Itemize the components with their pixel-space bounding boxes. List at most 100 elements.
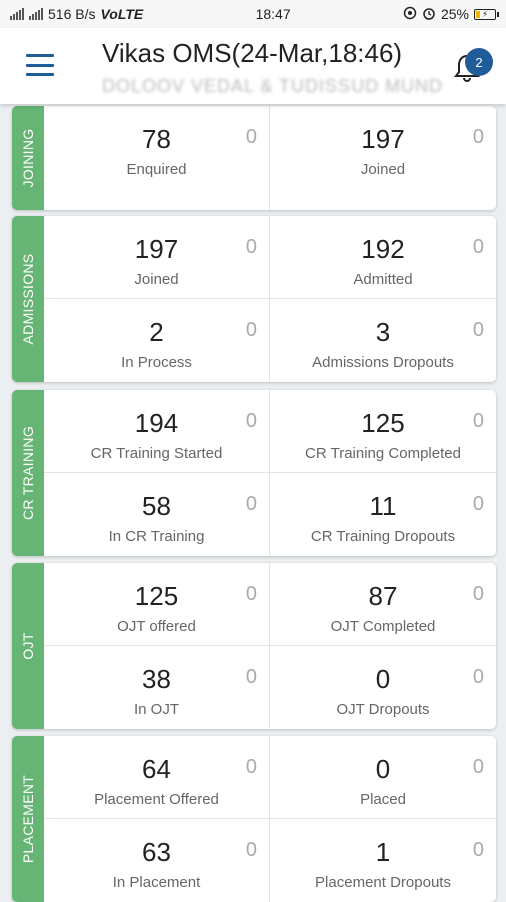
stat-side-count: 0 — [245, 493, 257, 515]
stat-side-count: 0 — [472, 126, 484, 148]
section-title: CR TRAINING — [20, 425, 36, 521]
stat-value: 125 — [134, 581, 179, 611]
section-placement: PLACEMENT 64 Placement Offered 0 0 Placed 0 63 I… — [12, 736, 496, 902]
section-title: JOINING — [20, 128, 36, 188]
stat-value: 3 — [375, 317, 391, 347]
stat-card[interactable]: 38 In OJT 0 — [44, 646, 270, 729]
stat-label: In OJT — [133, 701, 179, 718]
stat-side-count: 0 — [245, 839, 257, 861]
section-tab: OJT — [12, 563, 44, 729]
page-subtitle: DOLOOV VEDAL & TUDISSUD MUND — [102, 76, 444, 96]
stat-value: 197 — [134, 234, 179, 264]
section-ojt: OJT 125 OJT offered 0 87 OJT Completed 0 38 In O… — [12, 563, 496, 729]
stat-card[interactable]: 192 Admitted 0 — [270, 216, 496, 299]
network-speed: 516 B/s — [48, 6, 96, 22]
stat-value: 197 — [361, 124, 405, 154]
section-title: OJT — [20, 632, 36, 660]
section-tab: PLACEMENT — [12, 736, 44, 902]
stat-value: 38 — [142, 664, 171, 694]
section-tab: CR TRAINING — [12, 390, 44, 556]
stat-label: CR Training Dropouts — [310, 528, 456, 545]
section-tab: JOINING — [12, 106, 44, 210]
volte-indicator: VoLTE — [100, 6, 144, 22]
stat-card[interactable]: 197 Joined 0 — [44, 216, 270, 299]
stat-label: Placement Dropouts — [315, 874, 451, 891]
stat-card[interactable]: 125 CR Training Completed 0 — [270, 390, 496, 473]
stat-card[interactable]: 197 Joined 0 — [270, 106, 496, 210]
section-tab: ADMISSIONS — [12, 216, 44, 382]
clock: 18:47 — [255, 6, 291, 22]
app-bar: Vikas OMS(24-Mar,18:46) DOLOOV VEDAL & T… — [0, 28, 506, 104]
stat-card[interactable]: 2 In Process 0 — [44, 299, 270, 382]
stat-label: Joined — [134, 271, 179, 288]
page-title: Vikas OMS(24-Mar,18:46) — [102, 38, 403, 68]
stat-side-count: 0 — [472, 583, 484, 605]
stat-label: Admissions Dropouts — [312, 354, 454, 371]
menu-icon[interactable] — [26, 54, 54, 76]
stat-value: 0 — [375, 664, 391, 694]
stat-value: 0 — [375, 754, 391, 784]
stat-side-count: 0 — [472, 756, 484, 778]
stat-side-count: 0 — [472, 410, 484, 432]
stat-value: 63 — [142, 837, 171, 867]
status-bar: 516 B/s VoLTE 18:47 25% ⚡ — [0, 0, 506, 28]
stat-side-count: 0 — [245, 126, 257, 148]
stat-card[interactable]: 0 OJT Dropouts 0 — [270, 646, 496, 729]
stat-card[interactable]: 3 Admissions Dropouts 0 — [270, 299, 496, 382]
stat-value: 2 — [149, 317, 164, 347]
stat-label: OJT offered — [117, 618, 196, 635]
stat-card[interactable]: 0 Placed 0 — [270, 736, 496, 819]
stat-card[interactable]: 1 Placement Dropouts 0 — [270, 819, 496, 902]
battery-icon: ⚡ — [474, 8, 499, 20]
alarm-icon — [422, 6, 436, 23]
stat-card[interactable]: 194 CR Training Started 0 — [44, 390, 270, 473]
stat-side-count: 0 — [472, 839, 484, 861]
stat-side-count: 0 — [245, 756, 257, 778]
stat-label: Placed — [360, 791, 406, 808]
stat-card[interactable]: 11 CR Training Dropouts 0 — [270, 473, 496, 556]
stat-side-count: 0 — [472, 666, 484, 688]
stat-card[interactable]: 64 Placement Offered 0 — [44, 736, 270, 819]
stat-card[interactable]: 125 OJT offered 0 — [44, 563, 270, 646]
stat-label: OJT Dropouts — [336, 701, 430, 718]
stat-label: In Process — [121, 354, 192, 371]
stat-side-count: 0 — [245, 410, 257, 432]
stat-value: 58 — [142, 491, 171, 521]
stat-card[interactable]: 87 OJT Completed 0 — [270, 563, 496, 646]
signal-icon — [10, 8, 24, 20]
stat-value: 125 — [361, 408, 405, 438]
stat-label: CR Training Completed — [305, 445, 461, 462]
stat-side-count: 0 — [472, 493, 484, 515]
stat-card[interactable]: 58 In CR Training 0 — [44, 473, 270, 556]
notification-badge[interactable]: 2 — [465, 48, 493, 76]
stat-label: In Placement — [112, 874, 201, 891]
stat-side-count: 0 — [472, 236, 484, 258]
stat-label: OJT Completed — [330, 618, 436, 635]
section-admissions: ADMISSIONS 197 Joined 0 192 Admitted 0 2 In Proc… — [12, 216, 496, 382]
stat-card[interactable]: 78 Enquired 0 — [44, 106, 270, 210]
stat-label: Placement Offered — [94, 791, 219, 808]
signal-icon-secondary — [29, 8, 43, 20]
stat-label: Admitted — [353, 271, 413, 288]
stat-value: 1 — [375, 837, 391, 867]
stat-value: 87 — [368, 581, 398, 611]
stat-value: 194 — [134, 408, 179, 438]
stat-label: In CR Training — [108, 528, 205, 545]
stat-value: 192 — [361, 234, 405, 264]
section-title: PLACEMENT — [20, 774, 36, 864]
stat-value: 11 — [369, 491, 397, 521]
stat-label: Enquired — [126, 161, 187, 178]
stat-label: CR Training Started — [90, 445, 223, 462]
stat-card[interactable]: 63 In Placement 0 — [44, 819, 270, 902]
section-cr-training: CR TRAINING 194 CR Training Started 0 125 CR … — [12, 390, 496, 556]
stat-side-count: 0 — [245, 666, 257, 688]
section-title: ADMISSIONS — [20, 253, 36, 345]
stat-side-count: 0 — [472, 319, 484, 341]
section-joining: JOINING 78 Enquired 0 197 Joined 0 — [12, 106, 496, 210]
stat-value: 64 — [142, 754, 171, 784]
stat-side-count: 0 — [245, 319, 257, 341]
stat-value: 78 — [142, 124, 171, 154]
battery-percent: 25% — [440, 6, 469, 22]
stat-side-count: 0 — [245, 583, 257, 605]
stat-label: Joined — [360, 161, 406, 178]
